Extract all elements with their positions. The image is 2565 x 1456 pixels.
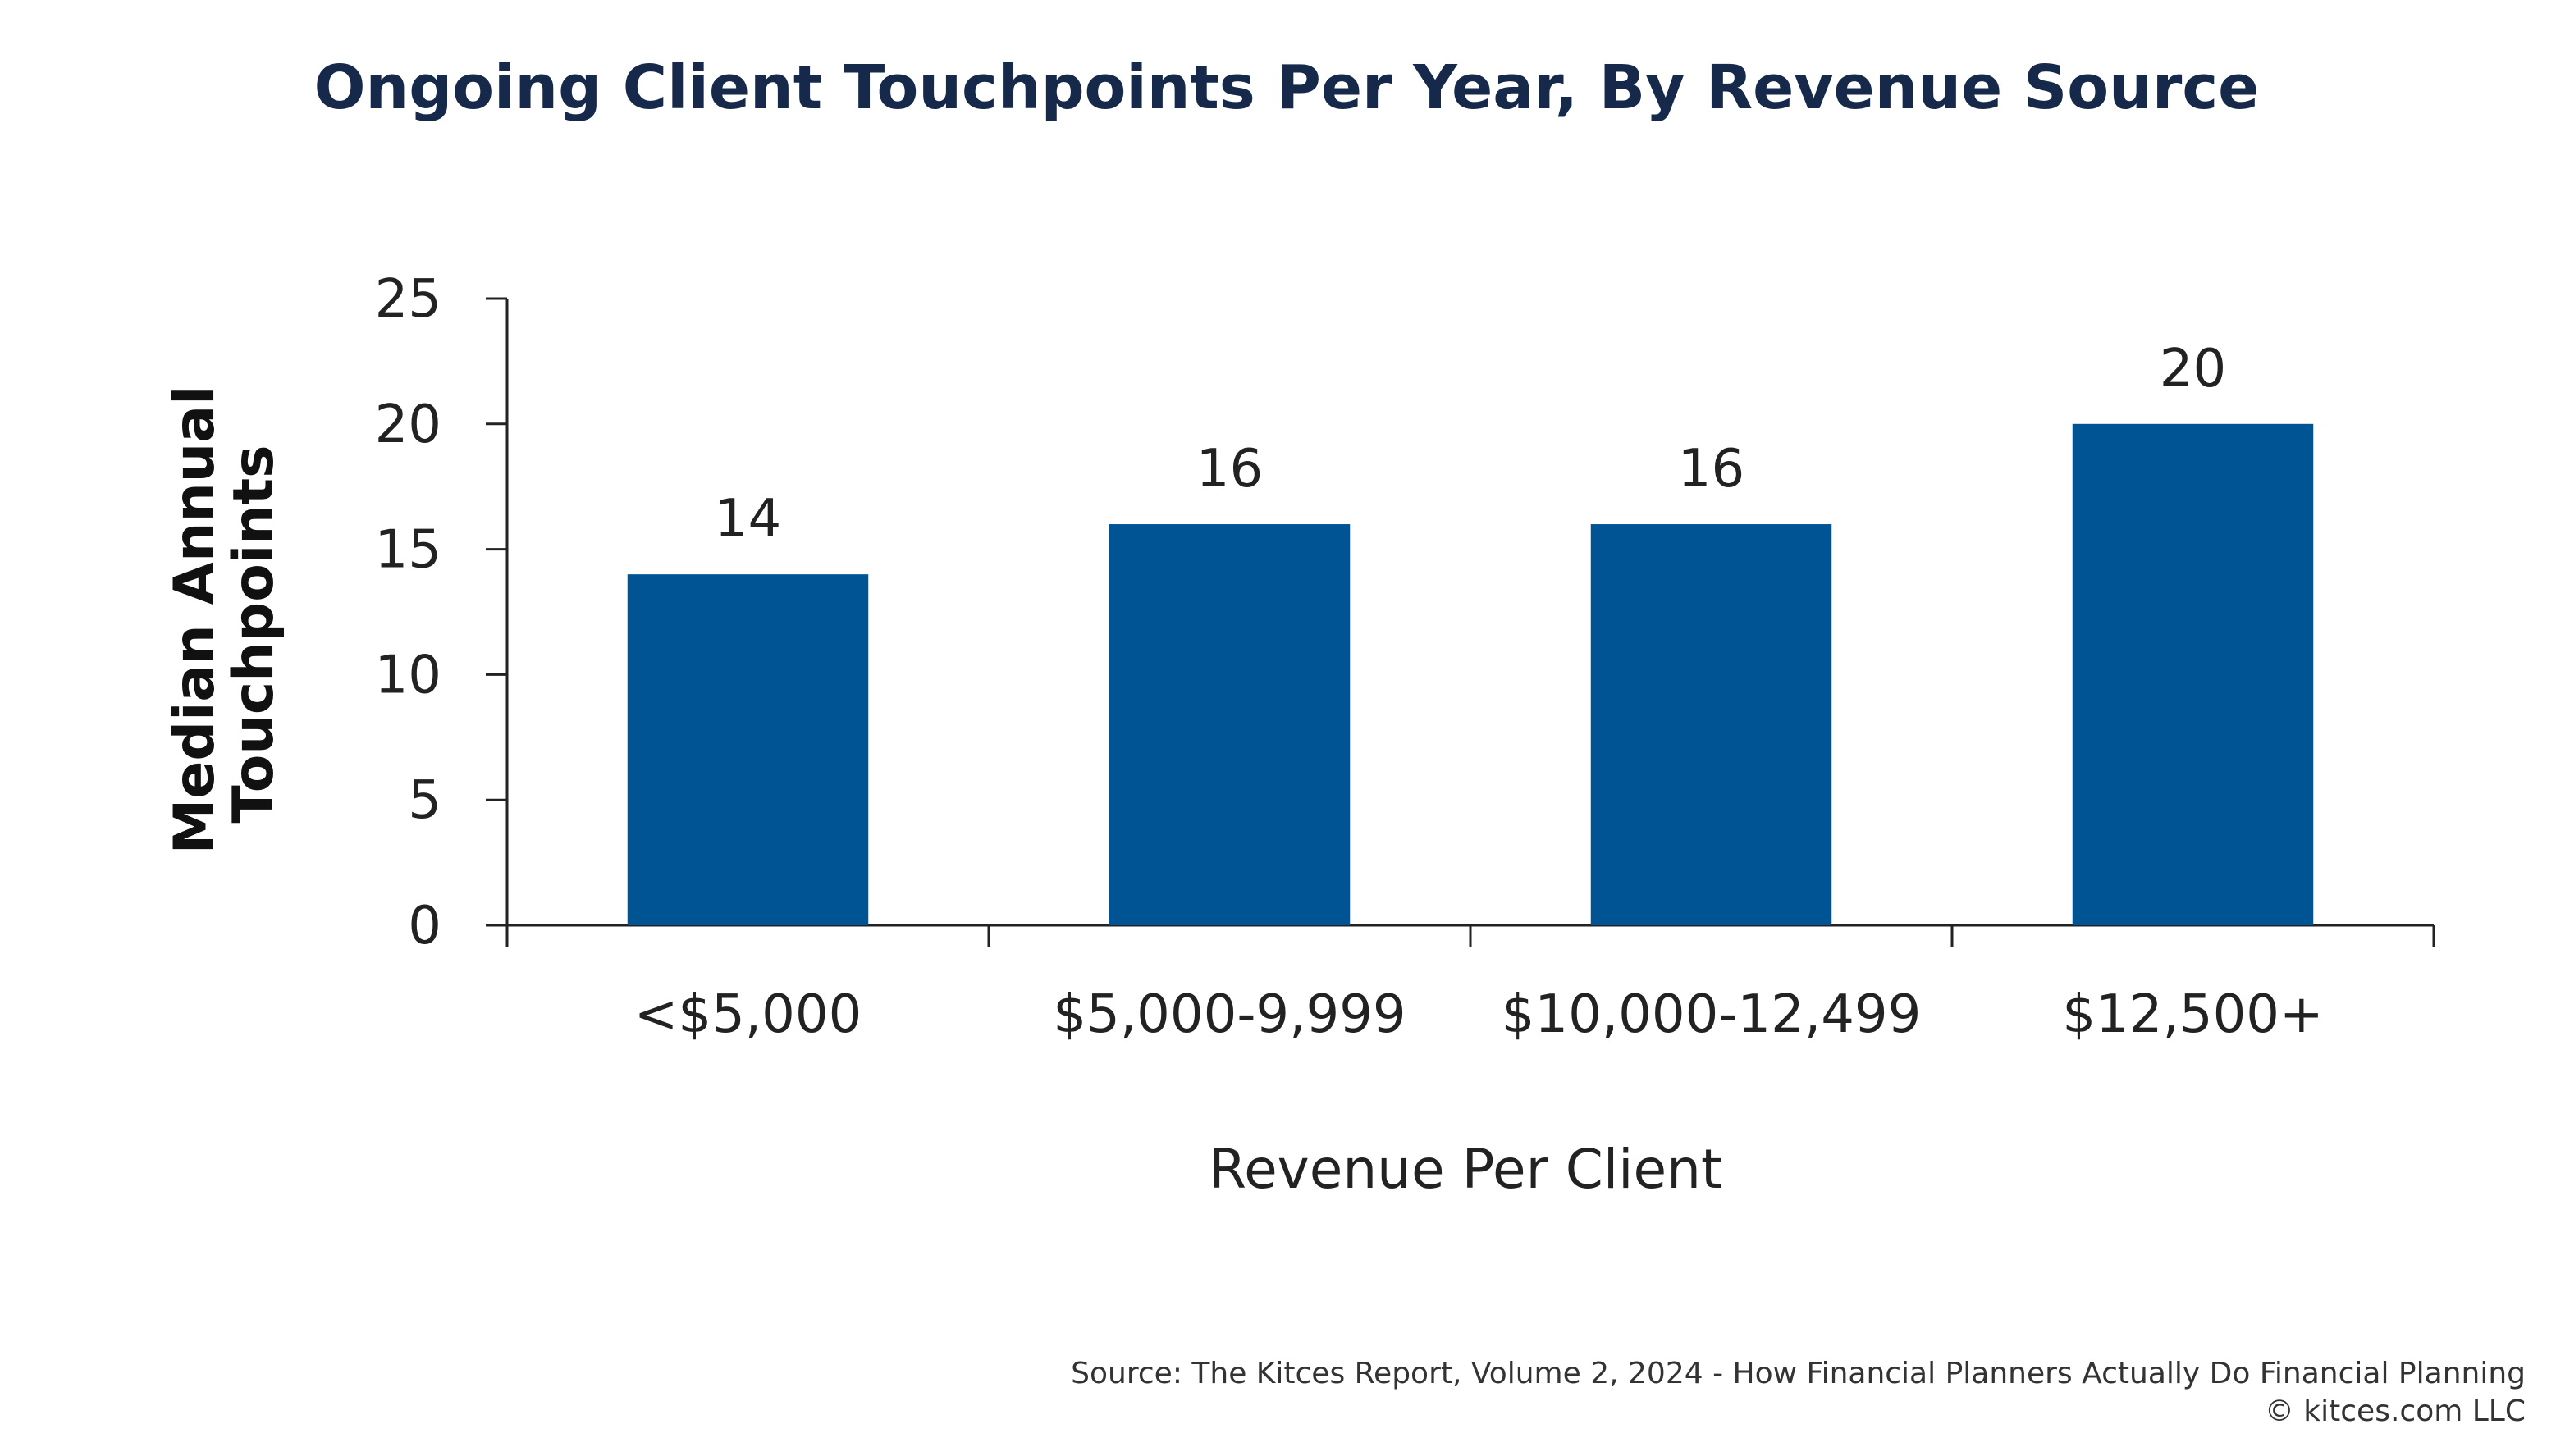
data-label: 14 (715, 489, 781, 550)
data-label: 20 (2160, 339, 2226, 399)
y-tick-label: 10 (375, 645, 441, 705)
category-label: $5,000-9,999 (1053, 984, 1406, 1045)
data-labels: 14 16 16 20 (715, 339, 2226, 550)
category-label: <$5,000 (634, 984, 862, 1045)
category-label: $12,500+ (2062, 984, 2323, 1045)
y-tick-label: 5 (408, 770, 441, 831)
x-axis (486, 924, 2435, 947)
bar (1590, 524, 1832, 925)
chart-title: Ongoing Client Touchpoints Per Year, By … (314, 52, 2260, 123)
bar (2072, 423, 2314, 925)
source-note: Source: The Kitces Report, Volume 2, 202… (1071, 1357, 2526, 1390)
category-labels: <$5,000 $5,000-9,999 $10,000-12,499 $12,500… (634, 984, 2324, 1045)
bar (1109, 524, 1351, 925)
data-label: 16 (1678, 439, 1744, 500)
bars (627, 423, 2314, 925)
y-axis-label-line-2: Touchpoints (222, 445, 286, 823)
y-tick-label: 15 (375, 520, 441, 581)
y-axis: 0 5 10 15 20 25 (375, 269, 509, 956)
bar (627, 574, 869, 925)
y-axis-label: Median Annual Touchpoints (162, 386, 286, 855)
y-axis-label-line-1: Median Annual (162, 386, 227, 855)
y-tick-label: 25 (375, 269, 441, 330)
copyright-note: © kitces.com LLC (2265, 1394, 2526, 1428)
y-tick-label: 0 (408, 896, 441, 956)
y-tick-label: 20 (375, 395, 441, 455)
category-label: $10,000-12,499 (1502, 984, 1922, 1045)
data-label: 16 (1196, 439, 1263, 500)
x-axis-label: Revenue Per Client (1209, 1138, 1722, 1201)
